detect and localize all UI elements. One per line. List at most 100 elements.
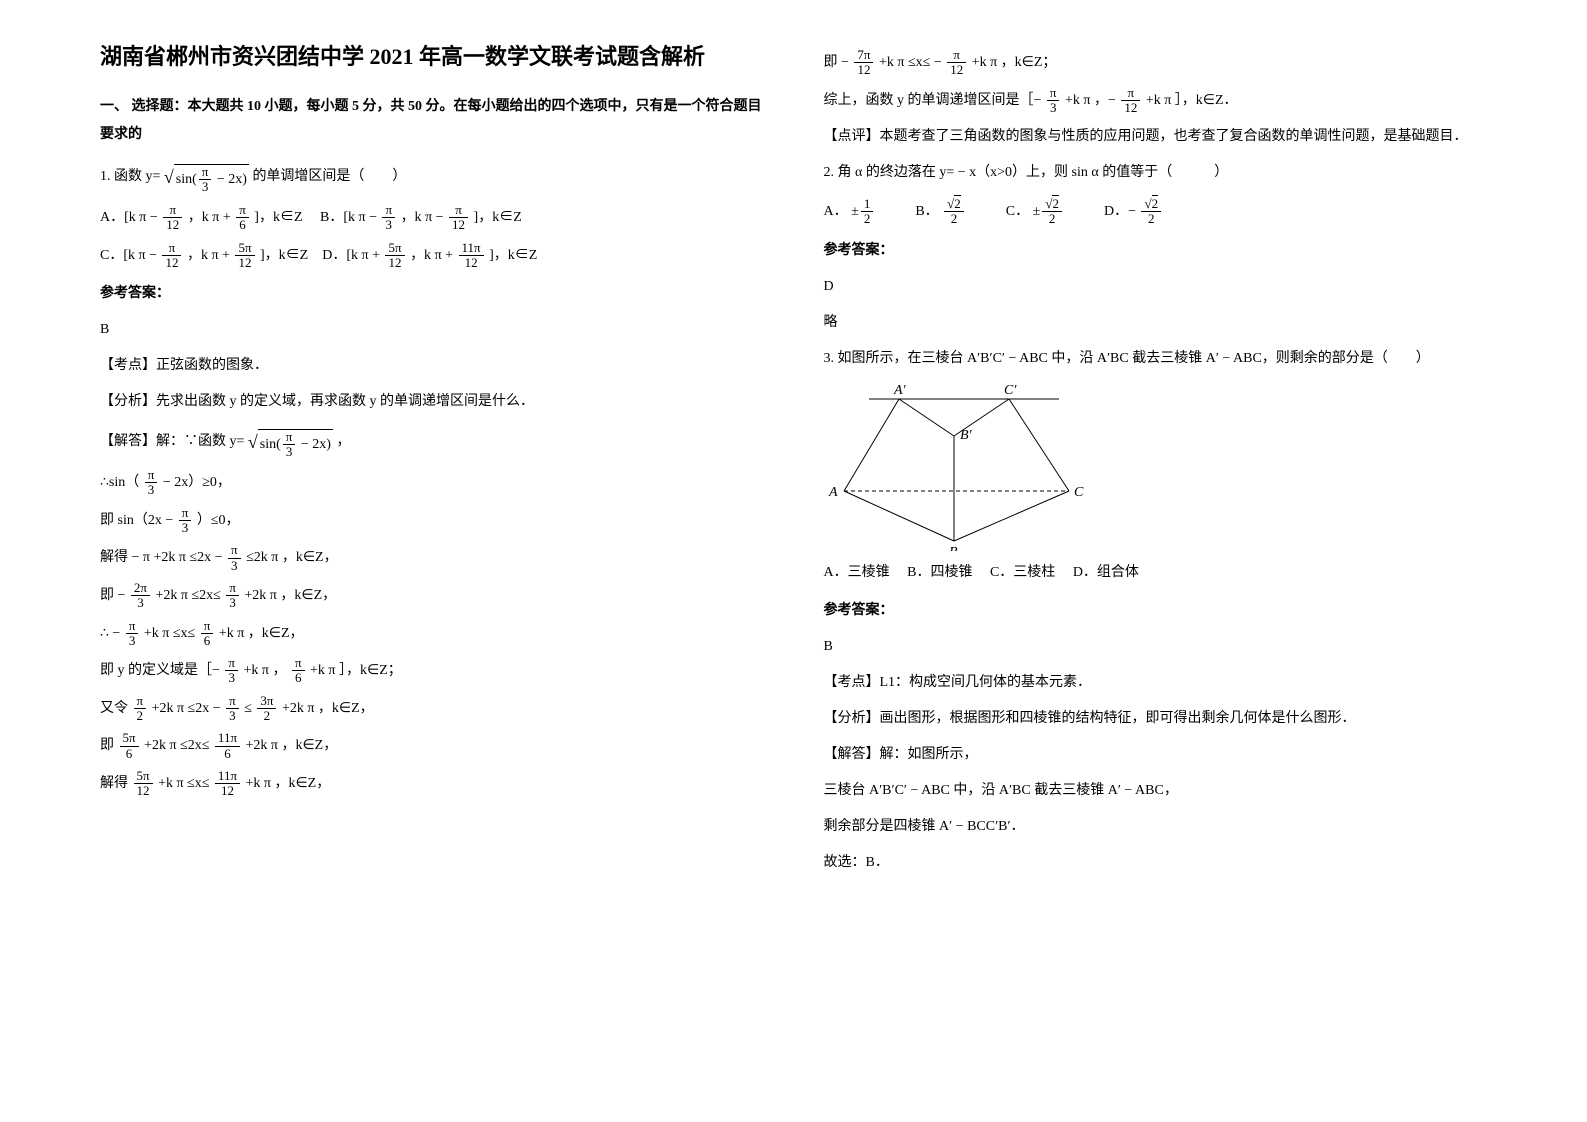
optD-label: D．−: [1104, 204, 1136, 219]
q2-option-a: A． ±12: [824, 197, 876, 227]
frac: π12: [947, 48, 966, 78]
l4-mid: +2k π ≤2x≤: [155, 588, 220, 603]
l8-suf: +2k π ，k∈Z，: [246, 738, 338, 753]
sqrt-expr-2: √sin(π3 − 2x): [248, 424, 333, 460]
optA-pre: A．[k: [100, 210, 136, 225]
frac: π3: [1047, 86, 1060, 116]
optB-pre: B．[k: [320, 210, 355, 225]
q1-l6: 即 y 的定义域是［− π3 +k π ， π6 +k π ］，k∈Z；: [100, 656, 764, 686]
frac: 2π3: [131, 581, 150, 611]
q3-fenxi: 【分析】画出图形，根据图形和四棱锥的结构特征，即可得出剩余几何体是什么图形．: [824, 705, 1488, 733]
q2-stem: 2. 角 α 的终边落在 y= − x（x>0）上，则 sin α 的值等于（ …: [824, 159, 1488, 187]
r1-mid: +k π ≤x≤ −: [879, 55, 942, 70]
svg-text:B′: B′: [960, 428, 973, 443]
l4-pre: 即 −: [100, 588, 125, 603]
l7-suf: +2k π ，k∈Z，: [282, 701, 374, 716]
q2-answer: D: [824, 273, 1488, 301]
q2-option-b: B． √22: [915, 197, 965, 227]
q3-jieda1: 【解答】解：如图所示，: [824, 741, 1488, 769]
frac: π + 5π12: [211, 248, 256, 263]
optB-suf: ]，k∈Z: [474, 210, 522, 225]
frac: π3: [179, 506, 192, 536]
r2-mid: +k π ，−: [1065, 93, 1116, 108]
q1-l3: 解得 − π +2k π ≤2x − π3 ≤2k π ，k∈Z，: [100, 543, 764, 573]
frac: π12: [1121, 86, 1140, 116]
q3-answer: B: [824, 633, 1488, 661]
jieda-suf: ，: [336, 434, 350, 449]
frac: π2: [134, 694, 147, 724]
svg-text:B: B: [949, 545, 958, 551]
optD-mid: ，k: [410, 248, 431, 263]
l6-pre: 即 y 的定义域是［−: [100, 663, 220, 678]
q1-option-c: C．[k π − π12 ，k π + 5π12 ]，k∈Z D．[k π + …: [100, 241, 764, 271]
frac: π + 11π12: [435, 248, 486, 263]
frac: π3: [228, 543, 241, 573]
l7-pre: 又令: [100, 701, 128, 716]
q1-l5: ∴ − π3 +k π ≤x≤ π6 +k π ，k∈Z，: [100, 619, 764, 649]
frustum-diagram: ABCA′B′C′: [824, 381, 1084, 551]
l2-suf: ）≤0，: [197, 513, 240, 528]
q3-stem: 3. 如图所示，在三棱台 A′B′C′ − ABC 中，沿 A′BC 截去三棱锥…: [824, 345, 1488, 373]
r2-suf: +k π ］，k∈Z．: [1146, 93, 1238, 108]
frac: π − π12: [425, 210, 470, 225]
q3-answer-label: 参考答案：: [824, 597, 1488, 625]
l1-pre: ∴sin（: [100, 475, 139, 490]
q1-l1: ∴sin（ π3 − 2x）≥0，: [100, 468, 764, 498]
frac: π − π3: [359, 210, 398, 225]
q3-option-a: A．三棱锥: [824, 565, 890, 580]
optA-mid: ，k: [188, 210, 209, 225]
l6-mid: +k π ，: [243, 663, 286, 678]
q1-r2: 综上，函数 y 的单调递增区间是［− π3 +k π ，− π12 +k π ］…: [824, 86, 1488, 116]
q3-jieda3: 剩余部分是四棱锥 A′ − BCC′B′．: [824, 813, 1488, 841]
l5-suf: +k π ，k∈Z，: [219, 626, 304, 641]
optB-label: B．: [915, 204, 938, 219]
q1-jieda: 【解答】解：∵函数 y= √sin(π3 − 2x) ，: [100, 424, 764, 460]
frac: 5π12: [134, 769, 153, 799]
frac: π6: [292, 656, 305, 686]
q1-l4: 即 − 2π3 +2k π ≤2x≤ π3 +2k π ，k∈Z，: [100, 581, 764, 611]
frac: π − π12: [139, 248, 184, 263]
l8-pre: 即: [100, 738, 114, 753]
q3-jieda2: 三棱台 A′B′C′ − ABC 中，沿 A′BC 截去三棱锥 A′ − ABC…: [824, 777, 1488, 805]
l1-suf: − 2x）≥0，: [163, 475, 231, 490]
svg-text:C′: C′: [1004, 383, 1017, 398]
section-1-heading: 一、 选择题：本大题共 10 小题，每小题 5 分，共 50 分。在每小题给出的…: [100, 93, 764, 149]
q1-kaodian: 【考点】正弦函数的图象．: [100, 352, 764, 380]
r1-pre: 即 −: [824, 55, 849, 70]
l2-pre: 即 sin（2x −: [100, 513, 173, 528]
l5-pre: ∴ −: [100, 626, 120, 641]
optA-suf: ]，k∈Z: [254, 210, 302, 225]
q3-jieda4: 故选：B．: [824, 849, 1488, 877]
q2-options: A． ±12 B． √22 C． ±√22 D．− √22: [824, 197, 1488, 227]
optC-label: C．: [1006, 204, 1029, 219]
optD-pre: D．[k: [322, 248, 358, 263]
l8-mid: +2k π ≤2x≤: [144, 738, 209, 753]
q1-stem-suffix: 的单调增区间是（ ）: [252, 169, 406, 184]
page-title: 湖南省郴州市资兴团结中学 2021 年高一数学文联考试题含解析: [100, 40, 764, 73]
jieda-pre: 【解答】解：∵函数 y=: [100, 434, 244, 449]
sqrt-expr: √sin(π3 − 2x): [164, 159, 249, 195]
l3-pre: 解得 − π +2k π ≤2x −: [100, 550, 223, 565]
q3-kaodian: 【考点】L1：构成空间几何体的基本元素．: [824, 669, 1488, 697]
frac: 11π12: [215, 769, 240, 799]
l9-mid: +k π ≤x≤: [158, 776, 209, 791]
l9-pre: 解得: [100, 776, 128, 791]
q3-option-b: B．四棱锥: [907, 565, 972, 580]
frac: π3: [226, 694, 239, 724]
frac: π − π12: [139, 210, 184, 225]
frac: π + 5π12: [362, 248, 407, 263]
frac: π6: [201, 619, 214, 649]
q3-options: A．三棱锥 B．四棱锥 C．三棱柱 D．组合体: [824, 559, 1488, 587]
l3-suf: ≤2k π ，k∈Z，: [246, 550, 338, 565]
svg-text:C: C: [1074, 485, 1084, 500]
q1-l8: 即 5π6 +2k π ≤2x≤ 11π6 +2k π ，k∈Z，: [100, 731, 764, 761]
q1-l2: 即 sin（2x − π3 ）≤0，: [100, 506, 764, 536]
q1-option-a: A．[k π − π12 ，k π + π6 ]，k∈Z B．[k π − π3…: [100, 203, 764, 233]
frac: 3π2: [257, 694, 276, 724]
optC-suf: ]，k∈Z: [260, 248, 308, 263]
svg-text:A′: A′: [893, 383, 907, 398]
q2-option-d: D．− √22: [1104, 197, 1163, 227]
q3-option-c: C．三棱柱: [990, 565, 1055, 580]
frac: 7π12: [854, 48, 873, 78]
l4-suf: +2k π ，k∈Z，: [244, 588, 336, 603]
